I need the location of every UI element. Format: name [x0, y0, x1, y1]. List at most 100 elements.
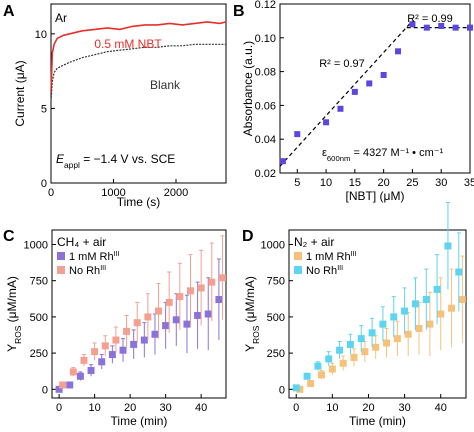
panel-frame — [288, 229, 467, 399]
absorbance-data-point — [337, 105, 344, 112]
rh-series-point — [204, 310, 212, 318]
no-rh-series-point — [91, 348, 99, 356]
rh-series-point — [350, 353, 358, 361]
panel-b-chart: 5 10 15 20 25 30 35 0.02 0.04 0.06 0.08 0.10 0.12 R² … — [241, 0, 474, 203]
y-tick-label: 0.10 — [255, 33, 276, 45]
linear-fit-line — [279, 20, 413, 167]
y-tick-label: 500 — [267, 312, 285, 324]
y-tick-label: 0.06 — [255, 100, 276, 112]
absorbance-data-point — [351, 88, 358, 95]
rh-series-point — [393, 335, 401, 343]
rh-series-point — [383, 339, 391, 347]
absorbance-data-point — [423, 24, 430, 31]
rh-series-point — [361, 348, 369, 356]
potential-annotation: Eappl = −1.4 V vs. SCE — [56, 152, 175, 170]
legend-swatch — [294, 252, 302, 260]
absorbance-data-point — [452, 24, 459, 31]
no-rh-series-point — [303, 372, 311, 380]
x-tick-label: 40 — [195, 402, 207, 414]
no-rh-series-point — [133, 319, 141, 327]
no-rh-series-point — [155, 307, 163, 315]
y-tick-label: 1000 — [24, 239, 48, 251]
rh-series-point — [404, 330, 412, 338]
panel-b-frame — [279, 3, 471, 174]
rh-series-point — [183, 320, 191, 328]
no-rh-series-point — [455, 268, 463, 276]
rh-series-point — [328, 365, 336, 373]
x-tick-label: 30 — [398, 402, 410, 414]
no-rh-series-point — [101, 342, 109, 350]
y-axis-label: YROS (μM/mA) — [5, 276, 23, 352]
y-tick-label: 1000 — [261, 239, 285, 251]
legend-label: 1 mM RhIII — [69, 250, 120, 263]
legend-nbt-label: 0.5 mM NBT — [94, 37, 162, 51]
no-rh-series-point — [433, 285, 441, 293]
no-rh-series-point — [401, 307, 409, 315]
no-rh-series-point — [186, 287, 194, 295]
x-tick-label: 0 — [48, 187, 54, 199]
rh-series-point — [172, 316, 180, 324]
no-rh-series-point — [144, 313, 152, 321]
panel-letter-a: A — [3, 3, 15, 20]
panel-letter-c: C — [3, 228, 15, 245]
panel-frame — [51, 229, 227, 399]
rh-series-point — [437, 310, 445, 318]
y-tick-label: 0 — [41, 178, 47, 190]
absorbance-data-point — [366, 80, 373, 87]
fit-r2-plateau-label: R² = 0.99 — [407, 13, 453, 25]
x-tick-label: 20 — [378, 177, 390, 189]
extinction-coefficient-label: ε600nm = 4327 M⁻¹ • cm⁻¹ — [322, 147, 444, 163]
rh-series-point — [162, 322, 170, 330]
absorbance-data-point — [279, 158, 286, 165]
y-tick-label: 750 — [30, 276, 48, 288]
no-rh-series-point — [444, 242, 452, 250]
absorbance-data-point — [395, 48, 402, 55]
no-rh-series-point — [59, 381, 67, 389]
no-rh-series-point — [197, 284, 205, 292]
absorbance-data-point — [380, 71, 387, 78]
rh-series-point — [130, 340, 138, 348]
y-tick-label: 0.04 — [255, 134, 276, 146]
x-tick-label: 1000 — [101, 187, 125, 199]
rh-series-point — [108, 351, 116, 359]
y-tick-label: 0.02 — [255, 168, 276, 180]
y-axis-label: YROS (μM/mA) — [243, 276, 261, 352]
x-tick-label: 10 — [88, 402, 100, 414]
x-tick-label: 5 — [294, 177, 300, 189]
rh-series-point — [55, 385, 63, 393]
absorbance-data-point — [409, 21, 416, 28]
rh-series-point — [426, 320, 434, 328]
rh-series-point — [151, 330, 159, 338]
no-rh-series-point — [368, 329, 376, 337]
y-axis-label: Absorbance (a.u.) — [241, 41, 255, 136]
legend-label: No RhIII — [69, 264, 106, 277]
y-tick-label: 250 — [267, 348, 285, 360]
rh-series-point — [194, 311, 202, 319]
rh-series-point — [415, 324, 423, 332]
x-tick-label: 20 — [362, 402, 374, 414]
y-tick-label: 0.08 — [255, 67, 276, 79]
x-tick-label: 15 — [349, 177, 361, 189]
rh-series-point — [339, 359, 347, 367]
panel-condition-title: CH₄ + air — [57, 235, 106, 249]
rh-series-point — [87, 366, 95, 374]
y-tick-label: 250 — [30, 348, 48, 360]
absorbance-data-point — [467, 24, 473, 31]
rh-series-point — [318, 371, 326, 379]
no-rh-series-point — [390, 313, 398, 321]
no-rh-series-point — [411, 300, 419, 308]
absorbance-data-point — [294, 131, 301, 138]
legend-swatch — [57, 266, 65, 274]
legend-swatch — [57, 252, 65, 260]
legend-blank-label: Blank — [150, 78, 181, 92]
no-rh-series-point — [218, 274, 226, 282]
no-rh-series-point — [176, 293, 184, 301]
x-tick-label: 35 — [464, 177, 474, 189]
rh-series-point — [215, 296, 223, 304]
no-rh-series-point — [325, 355, 333, 363]
no-rh-series-point — [379, 320, 387, 328]
legend-label: 1 mM RhIII — [306, 250, 357, 263]
y-tick-label: 500 — [30, 312, 48, 324]
rh-series-point — [98, 358, 106, 366]
